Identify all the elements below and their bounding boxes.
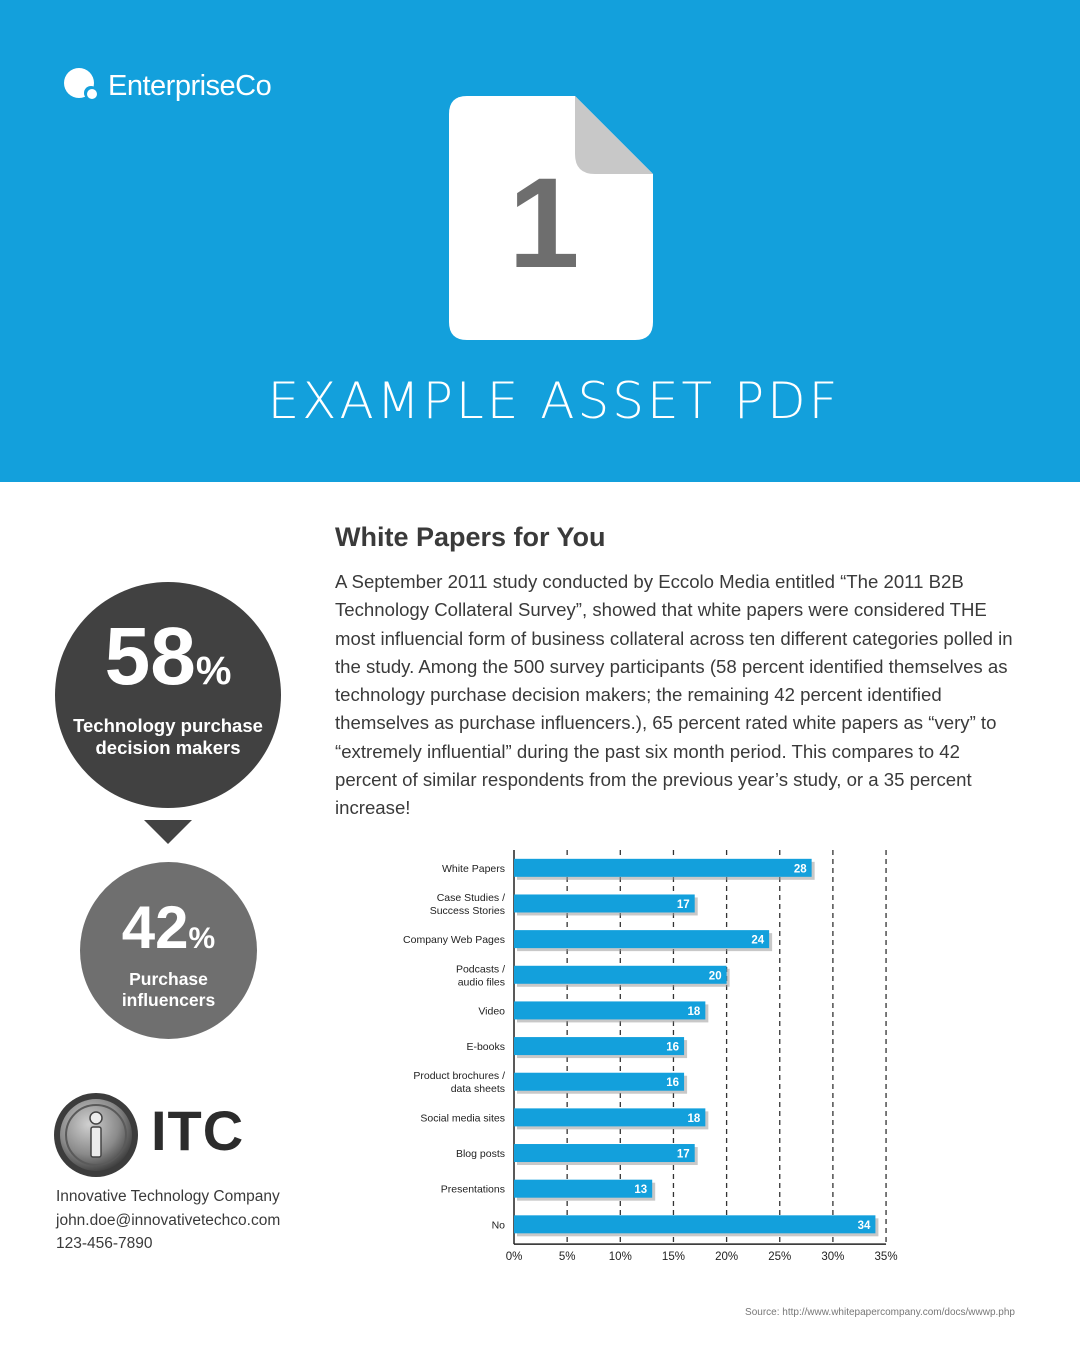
x-tick-label: 15%: [662, 1251, 685, 1263]
bar-value-label: 34: [858, 1220, 871, 1232]
down-arrow-icon: [144, 820, 192, 844]
bar-value-label: 18: [688, 1113, 701, 1125]
bar-value-label: 18: [688, 1006, 701, 1018]
stat-value: 58%: [104, 611, 232, 702]
stat-value: 42%: [121, 894, 216, 961]
category-label: Blog posts: [456, 1148, 505, 1160]
bar-value-label: 16: [666, 1077, 679, 1089]
bar-value-label: 24: [751, 935, 764, 947]
x-tick-label: 20%: [715, 1251, 738, 1263]
document-number: 1: [508, 152, 580, 295]
bar: [514, 1072, 685, 1091]
x-tick-label: 35%: [875, 1251, 898, 1263]
enterpriseco-logo-icon: [64, 68, 98, 100]
source-citation: Source: http://www.whitepapercompany.com…: [745, 1307, 1015, 1318]
bar-value-label: 17: [677, 1149, 690, 1161]
contact-block: Innovative Technology Company john.doe@i…: [56, 1185, 280, 1256]
x-tick-label: 25%: [768, 1251, 791, 1263]
company-short-name: ITC: [151, 1099, 245, 1162]
category-label: Social media sites: [420, 1112, 505, 1124]
bar-value-label: 13: [634, 1184, 647, 1196]
bar: [514, 965, 727, 984]
category-label: Company Web Pages: [403, 934, 505, 946]
category-label: Case Studies / Success Stories: [430, 892, 505, 917]
bar: [514, 894, 695, 913]
header-banner: EnterpriseCo 1 EXAMPLE ASSET PDF: [0, 0, 1080, 482]
bar: [514, 1179, 653, 1198]
x-tick-label: 30%: [821, 1251, 844, 1263]
category-label: No: [492, 1219, 506, 1231]
contact-phone: 123-456-7890: [56, 1235, 153, 1252]
x-tick-label: 5%: [559, 1251, 576, 1263]
bar-value-label: 16: [666, 1042, 679, 1054]
enterpriseco-logo: EnterpriseCo: [62, 64, 272, 108]
bar-value-label: 28: [794, 863, 807, 875]
bar: [514, 1001, 706, 1020]
company-full-name: Innovative Technology Company: [56, 1188, 280, 1205]
stat-label: Technology purchase decision makers: [73, 715, 263, 758]
stat-label: Purchase influencers: [121, 969, 216, 1010]
logo-text: EnterpriseCo: [108, 69, 272, 102]
bar-chart: 0% 5% 10% 15% 20% 25% 30% 35% 28 White Papers 17 Ca…: [403, 850, 898, 1263]
bar: [514, 858, 812, 877]
category-label: Video: [478, 1005, 505, 1017]
category-label: Podcasts / audio files: [456, 963, 505, 988]
bar: [514, 1144, 695, 1163]
bar-value-label: 20: [709, 970, 722, 982]
x-tick-label: 0%: [506, 1251, 523, 1263]
category-label: Presentations: [441, 1184, 505, 1196]
itc-emblem-icon: [54, 1093, 138, 1177]
bar: [514, 930, 770, 949]
bar: [514, 1108, 706, 1127]
contact-email[interactable]: john.doe@innovativetechco.com: [56, 1211, 281, 1229]
bar: [514, 1215, 876, 1234]
bar: [514, 1037, 685, 1056]
bar-value-label: 17: [677, 899, 690, 911]
stat-circle-influencers: 42% Purchase influencers: [80, 862, 257, 1039]
document-icon: [449, 96, 653, 340]
category-label: White Papers: [442, 863, 505, 875]
stat-circle-decision-makers: 58% Technology purchase decision makers: [55, 582, 281, 808]
category-label: E-books: [466, 1041, 505, 1053]
x-tick-label: 10%: [609, 1251, 632, 1263]
section-heading: White Papers for You: [335, 522, 606, 552]
page-title: EXAMPLE ASSET PDF: [267, 372, 841, 430]
body-paragraph: A September 2011 study conducted by Ecco…: [335, 571, 1013, 819]
category-label: Product brochures / data sheets: [413, 1070, 505, 1095]
